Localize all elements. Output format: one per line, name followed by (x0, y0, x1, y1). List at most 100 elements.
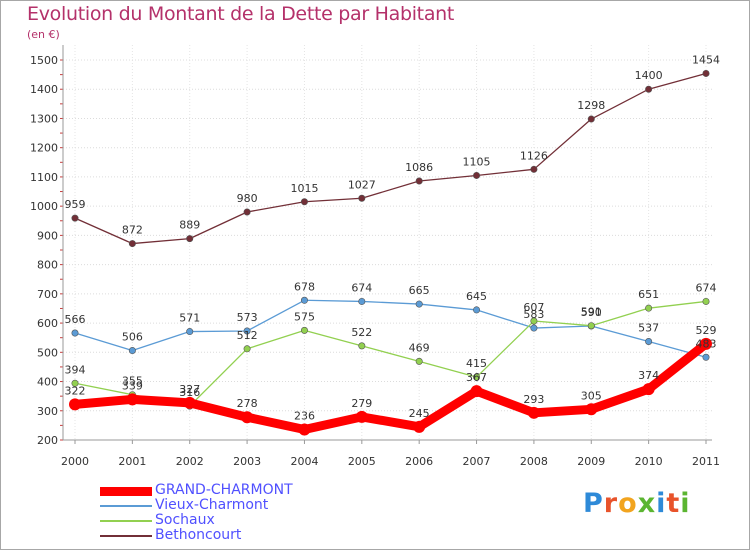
y-tick-label: 1000 (30, 200, 58, 213)
data-label: 645 (466, 290, 487, 303)
data-label: 980 (237, 192, 258, 205)
data-point (473, 373, 481, 381)
data-label: 316 (179, 386, 200, 399)
data-label: 607 (523, 301, 544, 314)
data-label: 1027 (348, 178, 376, 191)
data-point (530, 165, 538, 173)
data-point (298, 423, 311, 436)
data-point (71, 329, 79, 337)
data-point (243, 345, 251, 353)
x-tick-labels: 2000 2001 2002 2003 2004 2005 2006 2007 2008 2009… (61, 455, 720, 468)
y-tick-label: 600 (37, 317, 58, 330)
logo-letter: i (656, 488, 667, 519)
data-label: 355 (122, 375, 143, 388)
data-label: 665 (409, 284, 430, 297)
data-point (470, 385, 483, 398)
data-label: 327 (179, 383, 200, 396)
series-group (69, 69, 712, 436)
proxiti-logo: Proxiti (583, 488, 691, 519)
y-tick-label: 1500 (30, 54, 58, 67)
legend-label: Vieux-Charmont (155, 497, 269, 513)
logo-letter: r (603, 488, 619, 519)
data-label: 512 (237, 329, 258, 342)
y-tick-label: 200 (37, 434, 58, 447)
data-point (355, 410, 368, 423)
data-point (642, 383, 655, 396)
data-point (702, 353, 710, 361)
logo-letter: o (618, 488, 638, 519)
y-tick-labels: 200 300 400 500 600 700 800 900 1000 1100 1200 1300… (30, 54, 58, 447)
data-point (71, 214, 79, 222)
logo-letter: t (666, 488, 681, 519)
legend-swatch (100, 535, 152, 537)
data-point (415, 177, 423, 185)
legend-swatch (100, 487, 152, 496)
data-label: 374 (638, 369, 659, 382)
data-label: 1298 (577, 99, 605, 112)
y-tick-label: 500 (37, 346, 58, 359)
x-tick-label: 2007 (463, 455, 491, 468)
data-point (241, 411, 254, 424)
data-label: 522 (351, 326, 372, 339)
data-label: 575 (294, 310, 315, 323)
data-label: 394 (65, 363, 86, 376)
x-tick-label: 2010 (635, 455, 663, 468)
y-tick-label: 300 (37, 405, 58, 418)
data-label: 674 (696, 281, 717, 294)
data-point (126, 393, 139, 406)
data-point (71, 379, 79, 387)
data-label: 367 (466, 371, 487, 384)
data-label: 583 (523, 308, 544, 321)
data-label: 278 (237, 397, 258, 410)
y-tick-label: 1100 (30, 171, 58, 184)
y-tick-label: 1300 (30, 112, 58, 125)
y-tick-label: 700 (37, 288, 58, 301)
data-point (530, 317, 538, 325)
data-label: 415 (466, 357, 487, 370)
data-point (585, 403, 598, 416)
grid (63, 45, 712, 441)
data-label: 245 (409, 407, 430, 420)
data-point (645, 337, 653, 345)
data-label: 590 (581, 306, 602, 319)
data-point (700, 337, 712, 350)
logo-letter: i (680, 488, 691, 519)
x-tick-label: 2001 (118, 455, 146, 468)
data-label: 591 (581, 306, 602, 319)
series-line-grand-charmont (70, 339, 711, 434)
data-labels: 322 339 327 278 236 279 245 367 293 305 374 529 566 5… (65, 53, 721, 422)
x-tick-label: 2008 (520, 455, 548, 468)
logo-letter: x (637, 488, 657, 519)
data-point (413, 420, 426, 433)
data-point (300, 198, 308, 206)
data-point (587, 322, 595, 330)
data-label: 279 (351, 397, 372, 410)
y-tick-label: 400 (37, 376, 58, 389)
data-point (415, 357, 423, 365)
data-point (300, 326, 308, 334)
x-tick-label: 2004 (290, 455, 318, 468)
data-label: 305 (581, 389, 602, 402)
data-label: 1086 (405, 161, 433, 174)
data-label: 293 (523, 393, 544, 406)
data-label: 322 (65, 384, 86, 397)
data-label: 566 (65, 313, 86, 326)
data-label: 537 (638, 321, 659, 334)
data-label: 674 (351, 281, 372, 294)
data-point (415, 300, 423, 308)
x-tick-label: 2000 (61, 455, 89, 468)
x-tick-label: 2006 (405, 455, 433, 468)
series-line-bethoncourt (74, 72, 707, 245)
data-point (358, 342, 366, 350)
legend-label: GRAND-CHARMONT (155, 482, 293, 498)
data-label: 236 (294, 409, 315, 422)
x-tick-label: 2011 (692, 455, 720, 468)
data-point (645, 304, 653, 312)
data-point (702, 69, 710, 77)
chart-title: Evolution du Montant de la Dette par Hab… (27, 3, 455, 25)
x-tick-label: 2009 (577, 455, 605, 468)
data-point (243, 327, 251, 335)
legend-label: Sochaux (155, 512, 215, 528)
x-tick-label: 2003 (233, 455, 261, 468)
